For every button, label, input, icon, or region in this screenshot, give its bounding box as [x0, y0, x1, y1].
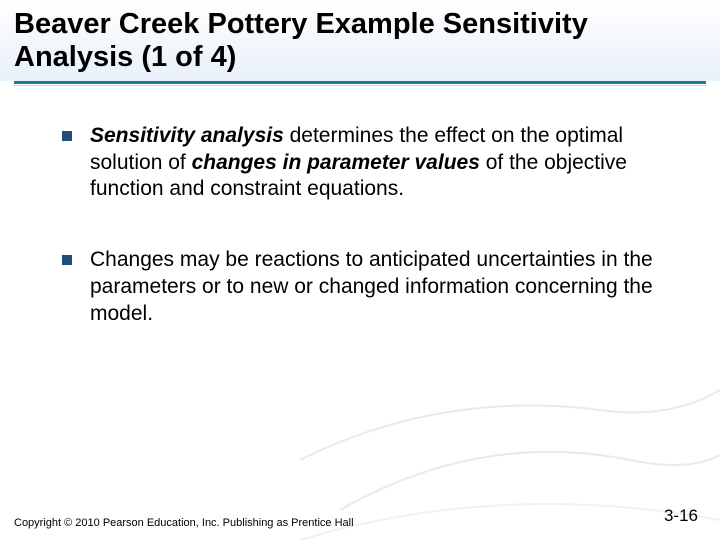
- text-run: Changes may be reactions to anticipated …: [90, 248, 653, 325]
- square-bullet-icon: [62, 131, 72, 141]
- square-bullet-icon: [62, 255, 72, 265]
- text-run: Sensitivity analysis: [90, 124, 284, 147]
- slide-title: Beaver Creek Pottery Example Sensitivity…: [14, 8, 706, 75]
- rule-primary: [14, 81, 706, 84]
- page-number: 3-16: [664, 506, 698, 526]
- title-block: Beaver Creek Pottery Example Sensitivity…: [0, 0, 720, 81]
- list-item: Changes may be reactions to anticipated …: [62, 247, 672, 328]
- copyright-footer: Copyright © 2010 Pearson Education, Inc.…: [14, 517, 354, 530]
- slide: Beaver Creek Pottery Example Sensitivity…: [0, 0, 720, 540]
- title-underline: [14, 81, 706, 89]
- bullet-text-2: Changes may be reactions to anticipated …: [90, 247, 672, 328]
- list-item: Sensitivity analysis determines the effe…: [62, 123, 672, 204]
- rule-secondary: [14, 85, 706, 86]
- text-run: changes in parameter values: [192, 151, 480, 174]
- content-area: Sensitivity analysis determines the effe…: [0, 89, 720, 328]
- bullet-text-1: Sensitivity analysis determines the effe…: [90, 123, 672, 204]
